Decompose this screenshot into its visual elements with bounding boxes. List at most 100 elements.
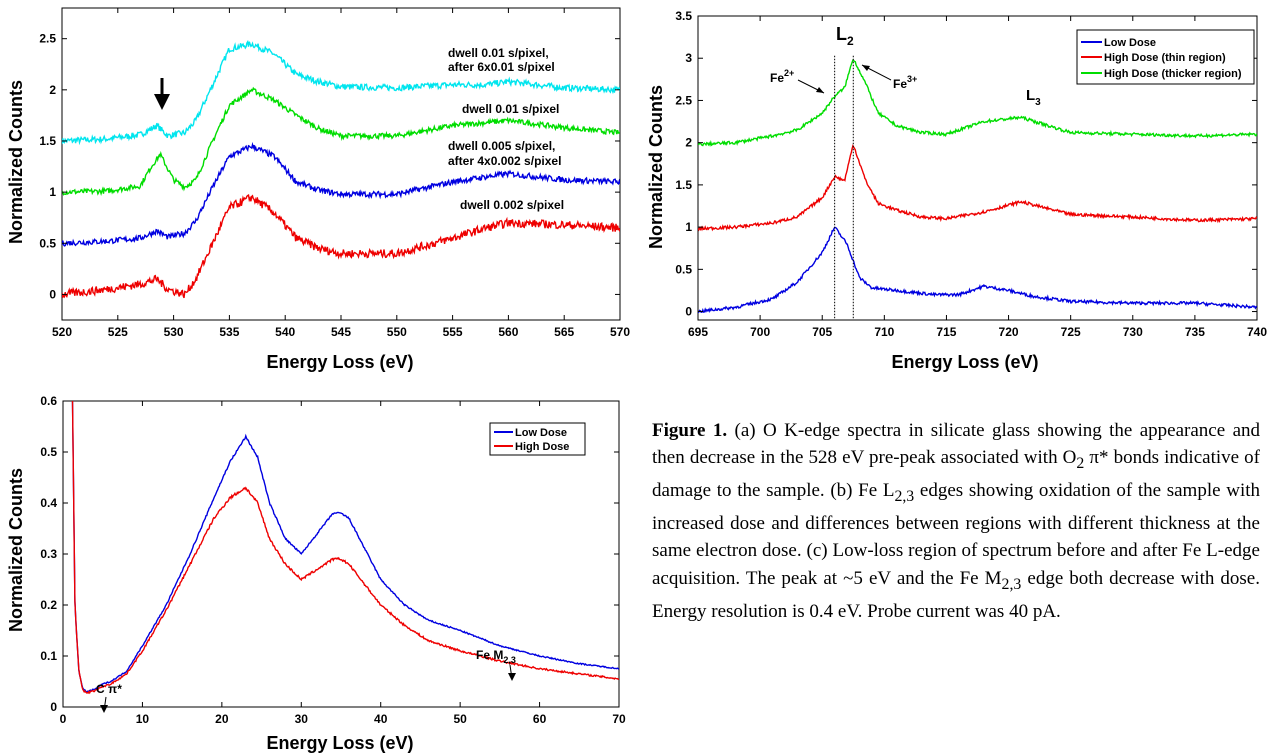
y-tick-label: 0.1 — [40, 649, 57, 663]
chart-panel-b: 695 700 705 710 715 720 725 730 735 740 0 0.5 1 1.5 2 2… — [646, 9, 1267, 372]
x-tick-label: 720 — [999, 325, 1019, 339]
series-line-3 — [62, 141, 620, 247]
panel-b-xlabel: Energy Loss (eV) — [891, 352, 1038, 372]
y-tick-label: 1 — [49, 185, 56, 199]
label-blue-line2: after 4x0.002 s/pixel — [448, 154, 561, 168]
x-tick-label: 50 — [453, 712, 467, 726]
label-cyan-line2: after 6x0.01 s/pixel — [448, 60, 555, 74]
arrow-fe2-icon — [797, 79, 825, 94]
y-tick-label: 2 — [49, 83, 56, 97]
legend-low-dose: Low Dose — [1104, 37, 1156, 49]
series-line-4 — [62, 193, 620, 299]
label-fe2: Fe2+ — [770, 68, 794, 85]
legend-c-low-dose: Low Dose — [515, 427, 567, 439]
x-tick-label: 520 — [52, 325, 72, 339]
arrow-fe3-icon — [861, 64, 892, 81]
chart-panel-a: 520 525 530 535 540 545 550 555 560 565 570 0 0.5 1 1.… — [6, 7, 630, 372]
y-tick-label: 0.2 — [40, 598, 57, 612]
x-tick-label: 70 — [612, 712, 626, 726]
x-tick-label: 695 — [688, 325, 708, 339]
legend-high-dose-thin: High Dose (thin region) — [1104, 52, 1226, 64]
y-tick-label: 0 — [49, 287, 56, 301]
series-line-2 — [698, 144, 1257, 232]
x-tick-label: 20 — [215, 712, 229, 726]
x-tick-label: 570 — [610, 325, 630, 339]
y-tick-label: 0.5 — [675, 262, 692, 276]
panel-c-plot: 0 10 20 30 40 50 60 70 0 0.1 0.2 0.3 0.4 0.5 0.6 — [40, 394, 626, 726]
x-tick-label: 700 — [750, 325, 770, 339]
x-tick-label: 0 — [60, 712, 67, 726]
caption-sub-3: 2,3 — [1001, 575, 1022, 593]
x-tick-label: 525 — [108, 325, 128, 339]
panel-a-plot: 520 525 530 535 540 545 550 555 560 565 570 0 0.5 1 1.… — [39, 7, 630, 339]
x-tick-label: 40 — [374, 712, 388, 726]
x-tick-label: 530 — [164, 325, 184, 339]
series-line-2 — [62, 86, 620, 197]
caption-sub-1: 2 — [1076, 455, 1085, 472]
legend-high-dose-thick: High Dose (thicker region) — [1104, 68, 1242, 80]
x-tick-label: 545 — [331, 325, 351, 339]
panel-a-xlabel: Energy Loss (eV) — [266, 352, 413, 372]
y-tick-label: 0 — [685, 305, 692, 319]
x-tick-label: 540 — [275, 325, 295, 339]
label-cyan-line1: dwell 0.01 s/pixel, — [448, 46, 549, 60]
panel-b-legend: Low Dose High Dose (thin region) High Do… — [1076, 29, 1255, 85]
x-tick-label: 60 — [533, 712, 547, 726]
x-tick-label: 30 — [295, 712, 309, 726]
series-line-1 — [62, 39, 620, 146]
x-tick-label: 710 — [874, 325, 894, 339]
y-tick-label: 0.5 — [40, 445, 57, 459]
y-tick-label: 2.5 — [39, 32, 56, 46]
legend-c-high-dose: High Dose — [515, 441, 569, 453]
x-tick-label: 725 — [1061, 325, 1081, 339]
panel-b-plot: 695 700 705 710 715 720 725 730 735 740 0 0.5 1 1.5 2 2… — [675, 9, 1267, 339]
series-line-1 — [71, 401, 619, 693]
down-arrow-icon — [154, 78, 170, 110]
x-tick-label: 10 — [136, 712, 150, 726]
label-green: dwell 0.01 s/pixel — [462, 102, 559, 116]
x-tick-label: 735 — [1185, 325, 1205, 339]
caption-sub-2: 2,3 — [894, 488, 915, 505]
y-tick-label: 1.5 — [39, 134, 56, 148]
series-line-2 — [71, 401, 619, 695]
caption-text-4: edge both decrease with dose. Energy res… — [652, 567, 1260, 622]
label-red: dwell 0.002 s/pixel — [460, 198, 564, 212]
x-tick-label: 535 — [219, 325, 239, 339]
y-tick-label: 0.6 — [40, 394, 57, 408]
caption-figure-label: Figure 1. — [652, 420, 728, 441]
y-tick-label: 2.5 — [675, 93, 692, 107]
y-tick-label: 1.5 — [675, 178, 692, 192]
label-l3: L3 — [1026, 87, 1041, 108]
label-l2: L2 — [836, 24, 854, 48]
label-blue-line1: dwell 0.005 s/pixel, — [448, 139, 555, 153]
arrow-c-pi-icon — [100, 696, 108, 713]
plot-frame — [697, 15, 1258, 321]
panel-c-xlabel: Energy Loss (eV) — [266, 733, 413, 753]
y-tick-label: 0 — [50, 700, 57, 714]
label-fe3: Fe3+ — [893, 74, 917, 91]
x-tick-label: 555 — [443, 325, 463, 339]
x-tick-label: 705 — [812, 325, 832, 339]
y-tick-label: 3.5 — [675, 9, 692, 23]
y-tick-label: 3 — [685, 51, 692, 65]
x-tick-label: 565 — [554, 325, 574, 339]
y-tick-label: 0.3 — [40, 547, 57, 561]
y-tick-label: 1 — [685, 220, 692, 234]
caption-text-2: π* bonds indicative of damage to the sam… — [652, 447, 1260, 502]
caption-text-3: edges showing oxidation of the sample wi… — [652, 480, 1260, 589]
series-line-3 — [698, 59, 1257, 148]
panel-b-ylabel: Normalized Counts — [646, 85, 666, 249]
y-tick-label: 0.5 — [39, 236, 56, 250]
x-tick-label: 740 — [1247, 325, 1267, 339]
y-tick-label: 0.4 — [40, 496, 57, 510]
x-tick-label: 730 — [1123, 325, 1143, 339]
panel-c-ylabel: Normalized Counts — [6, 468, 26, 632]
chart-panel-c: 0 10 20 30 40 50 60 70 0 0.1 0.2 0.3 0.4 0.5 0.6 Low D… — [6, 394, 626, 753]
figure-caption: Figure 1. (a) O K-edge spectra in silica… — [652, 417, 1260, 625]
x-tick-label: 550 — [387, 325, 407, 339]
label-c-pi: C π* — [96, 682, 122, 696]
y-tick-label: 2 — [685, 136, 692, 150]
panel-c-legend: Low Dose High Dose — [489, 422, 586, 456]
label-fe-m23: Fe M2,3 — [476, 648, 516, 665]
x-tick-label: 715 — [936, 325, 956, 339]
